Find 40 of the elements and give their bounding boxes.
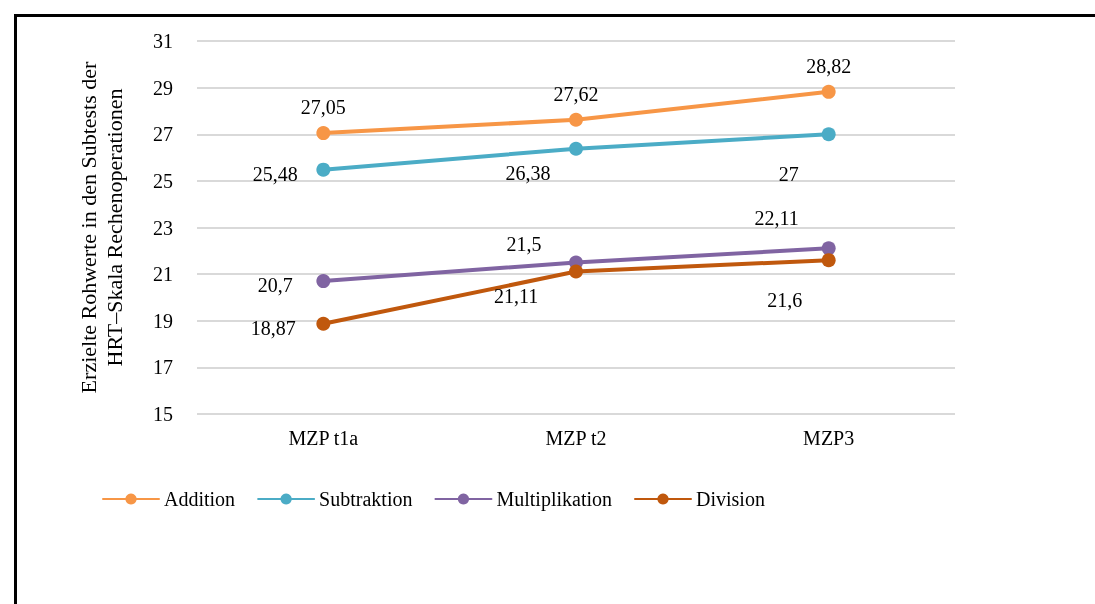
point (316, 162, 331, 177)
y-axis-title: Erzielte Rohwerte in den Subtests der HRT–Skala Rechenoperationen (75, 60, 127, 394)
x-tick-label: MZP t1a (288, 427, 359, 449)
point (569, 264, 583, 279)
data-label: 21,11 (493, 284, 539, 307)
point (316, 126, 331, 141)
data-label: 18,87 (250, 316, 296, 339)
data-label: 28,82 (806, 54, 852, 77)
x-tick-label: MZP t2 (545, 427, 607, 449)
legend-label: Multiplikation (496, 488, 613, 511)
data-label: 27,62 (553, 82, 599, 105)
point (569, 112, 583, 127)
y-tick-label: 21 (153, 263, 173, 286)
data-label: 20,7 (257, 274, 293, 297)
y-tick-label: 31 (153, 30, 173, 52)
point (821, 84, 836, 99)
point (316, 316, 331, 331)
data-label: 21,5 (506, 233, 542, 256)
data-label: 26,38 (505, 161, 551, 184)
y-tick-label: 25 (153, 169, 173, 192)
legend-label: Subtraktion (319, 488, 413, 510)
y-tick-label: 29 (153, 76, 173, 99)
point (569, 141, 583, 156)
y-tick-label: 27 (153, 123, 173, 146)
y-tick-label: 15 (153, 403, 173, 425)
legend-label: Division (696, 488, 765, 510)
data-label: 27 (778, 163, 799, 186)
point (821, 253, 836, 268)
data-label: 21,6 (767, 289, 803, 312)
y-tick-label: 17 (153, 356, 173, 379)
legend-label: Addition (164, 488, 236, 510)
point (821, 241, 836, 256)
y-tick-label: 23 (153, 216, 173, 239)
x-tick-label: MZP3 (803, 427, 855, 449)
point (316, 274, 331, 289)
data-label: 25,48 (252, 162, 298, 185)
point (821, 127, 836, 142)
data-label: 22,11 (754, 207, 799, 230)
data-label: 27,05 (300, 96, 346, 119)
y-tick-label: 19 (153, 309, 173, 332)
